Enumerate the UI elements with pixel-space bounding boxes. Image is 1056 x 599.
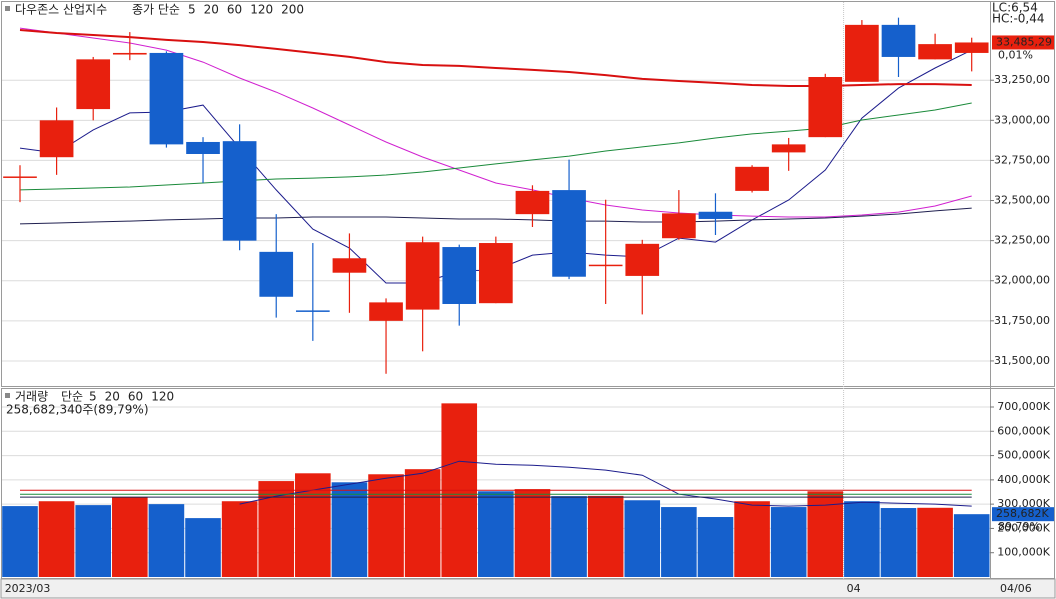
date-axis bbox=[0, 578, 1056, 599]
volume-bar bbox=[148, 504, 185, 577]
volume-bar bbox=[770, 507, 807, 577]
y-tick-label: 33,250,00 bbox=[994, 73, 1050, 86]
candle-body bbox=[259, 251, 294, 297]
y-tick-label: 33,000,00 bbox=[994, 113, 1050, 126]
candle-body bbox=[515, 190, 550, 215]
volume-bar bbox=[734, 501, 770, 577]
moving-average bbox=[239, 460, 972, 507]
volume-bar bbox=[185, 518, 221, 577]
volume-bar bbox=[295, 473, 331, 577]
y-tick-label: 300,000K bbox=[997, 497, 1050, 510]
y-tick-label: 500,000K bbox=[997, 449, 1050, 462]
candle-body bbox=[112, 52, 147, 55]
volume-bar bbox=[258, 481, 295, 577]
volume-bar bbox=[880, 508, 917, 577]
y-tick-label: 32,750,00 bbox=[994, 153, 1050, 166]
legend-label: 종가 단순 bbox=[132, 3, 180, 17]
volume-bar bbox=[697, 517, 734, 577]
lc-label: LC:6,54 bbox=[992, 1, 1038, 15]
volume-bar bbox=[953, 514, 990, 577]
legend-entry: 200 bbox=[281, 3, 304, 17]
chart-title: 다우존스 산업지수 bbox=[15, 3, 107, 17]
last-volume-label: 258,682K bbox=[996, 507, 1049, 520]
y-tick-label: 32,250,00 bbox=[994, 234, 1050, 247]
candle-body bbox=[442, 247, 477, 304]
volume-bar bbox=[917, 507, 953, 577]
candle-body bbox=[332, 258, 367, 273]
legend-entry: 20 bbox=[105, 390, 120, 404]
candle-body bbox=[3, 176, 37, 178]
candle-body bbox=[771, 144, 806, 153]
last-volume-box bbox=[992, 507, 1054, 522]
candle-body bbox=[625, 243, 660, 276]
x-tick-label: 2023/03 bbox=[5, 582, 51, 595]
change-label: 0,01% bbox=[998, 48, 1033, 61]
volume-bar bbox=[587, 495, 624, 577]
candle-body bbox=[954, 42, 989, 53]
candle-body bbox=[369, 302, 403, 321]
volume-bar bbox=[331, 482, 368, 577]
candle-body bbox=[76, 59, 111, 110]
candle-body bbox=[295, 310, 330, 312]
candle-body bbox=[698, 211, 733, 219]
candle-body bbox=[808, 77, 843, 138]
volume-change-label: 89,79% bbox=[998, 520, 1040, 533]
legend-label: 단순 bbox=[61, 390, 83, 404]
legend-entry: 120 bbox=[250, 3, 273, 17]
candle-body bbox=[588, 264, 623, 267]
y-tick-label: 600,000K bbox=[997, 424, 1050, 437]
moving-average bbox=[19, 207, 972, 225]
candle-body bbox=[149, 52, 184, 145]
y-tick-label: 32,500,00 bbox=[994, 194, 1050, 207]
y-tick-label: 32,000,00 bbox=[994, 274, 1050, 287]
candle-body bbox=[918, 44, 952, 60]
y-tick-label: 31,750,00 bbox=[994, 314, 1050, 327]
candle-body bbox=[186, 141, 220, 154]
candle-body bbox=[881, 24, 916, 57]
legend-entry: 5 bbox=[188, 3, 196, 17]
candle-body bbox=[552, 190, 586, 277]
volume-bar bbox=[514, 489, 551, 577]
y-tick-label: 200,000K bbox=[997, 521, 1050, 534]
volume-bar bbox=[478, 491, 514, 577]
candle-body bbox=[405, 242, 440, 310]
last-price-box bbox=[992, 35, 1054, 50]
candle-body bbox=[662, 213, 696, 239]
volume-bar bbox=[404, 469, 441, 577]
legend-entry: 5 bbox=[89, 390, 97, 404]
last-price-label: 33,485,29 bbox=[996, 35, 1052, 48]
y-tick-label: 100,000K bbox=[997, 546, 1050, 559]
volume-bar bbox=[368, 474, 404, 577]
legend-entry: 120 bbox=[151, 390, 174, 404]
candle-body bbox=[479, 243, 513, 304]
y-tick-label: 700,000K bbox=[997, 400, 1050, 413]
volume-bar bbox=[624, 500, 661, 577]
y-tick-label: 400,000K bbox=[997, 473, 1050, 486]
volume-summary: 258,682,340주(89,79%) bbox=[6, 403, 149, 417]
legend-entry: 60 bbox=[128, 390, 143, 404]
panel-icon bbox=[5, 6, 10, 11]
volume-bar bbox=[221, 501, 258, 577]
volume-bar bbox=[661, 507, 697, 577]
y-tick-label: 31,500,00 bbox=[994, 354, 1050, 367]
price-panel-border bbox=[1, 1, 1055, 387]
x-tick-label: 04 bbox=[847, 582, 861, 595]
candle-body bbox=[39, 120, 74, 158]
legend-entry: 60 bbox=[227, 3, 242, 17]
candle-body bbox=[735, 166, 769, 191]
legend-entry: 20 bbox=[204, 3, 219, 17]
candle-body bbox=[845, 24, 879, 82]
volume-bar bbox=[551, 496, 587, 577]
volume-bar bbox=[112, 497, 148, 577]
volume-bar bbox=[2, 506, 38, 577]
volume-bar bbox=[75, 505, 112, 577]
chart-title: 거래량 bbox=[15, 390, 48, 404]
hc-label: HC:-0,44 bbox=[992, 12, 1045, 26]
volume-bar bbox=[844, 501, 880, 577]
volume-bar bbox=[38, 501, 75, 577]
candle-body bbox=[222, 141, 257, 241]
panel-icon bbox=[5, 393, 10, 398]
x-tick-label: 04/06 bbox=[1000, 582, 1032, 595]
